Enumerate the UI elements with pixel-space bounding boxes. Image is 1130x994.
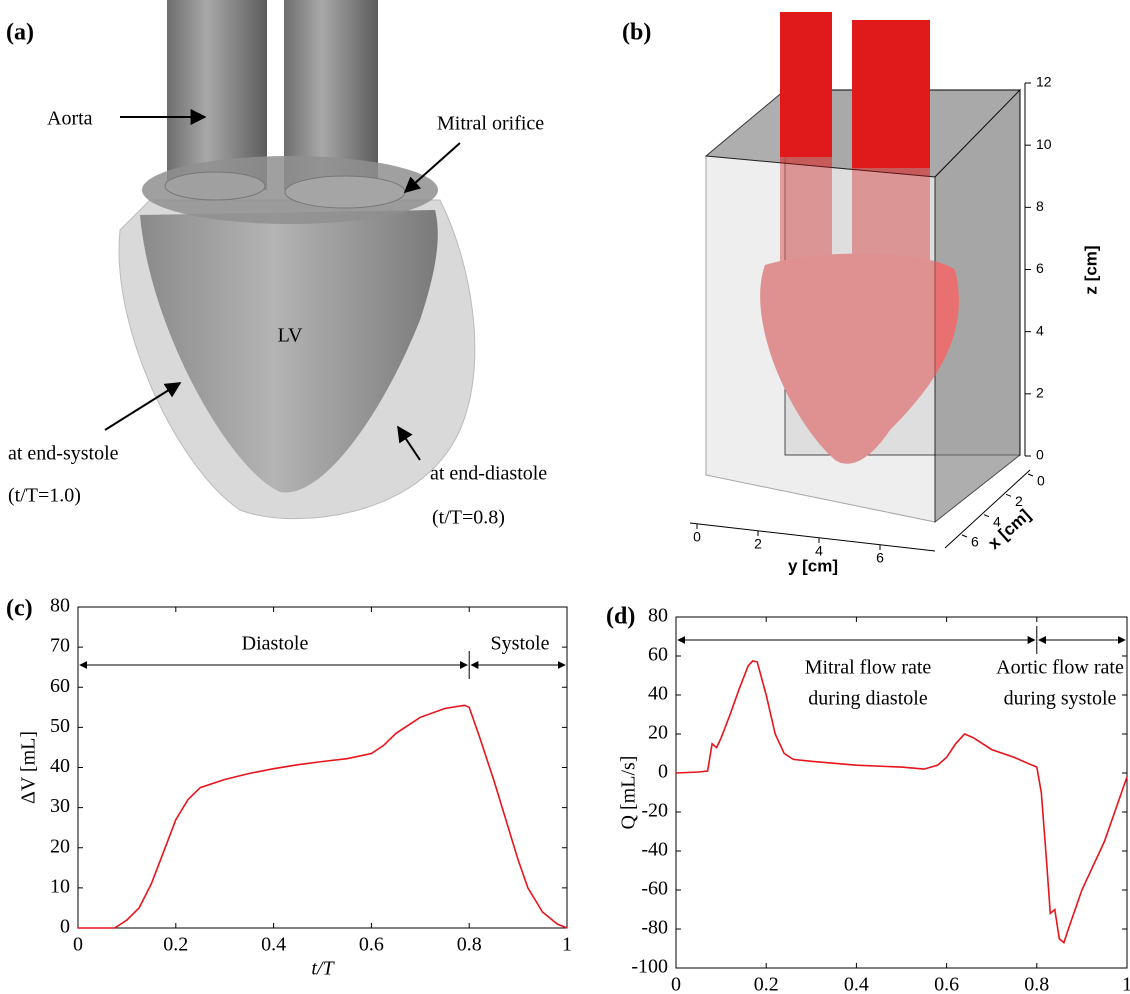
plot-frame <box>675 616 1128 969</box>
lv-model <box>760 253 959 464</box>
y-tick-label: 40 <box>648 683 668 705</box>
panel-label: (d) <box>606 604 635 630</box>
y-tick-label: 0 <box>60 916 70 938</box>
box-front <box>705 155 936 523</box>
z-tick-label: 12 <box>1036 74 1052 90</box>
y-tick-label: 40 <box>50 755 70 777</box>
x-tick-label: 0.2 <box>163 934 188 956</box>
panel-label: (b) <box>622 20 651 46</box>
y-tick-label: 4 <box>815 543 823 559</box>
annotation: (t/T=0.8) <box>432 507 505 529</box>
panel-a: (a) Aorta Mitral orifice LV at end-systo… <box>6 0 547 529</box>
data-line <box>675 660 1128 944</box>
panel-label: (c) <box>6 596 33 622</box>
y-tick-label: 0 <box>693 529 701 545</box>
line-charts: 0 0.2 0.4 0.6 0.8 101020304050607080(c)t/TΔV … <box>6 595 1130 994</box>
panel-label: (a) <box>6 20 34 46</box>
y-tick-label: 10 <box>50 875 70 897</box>
mitral-orifice <box>284 175 406 209</box>
arrow <box>403 142 461 194</box>
y-tick-label: -80 <box>641 917 668 939</box>
y-tick-label: 50 <box>50 715 70 737</box>
y-axis-label: Q [mL/s] <box>618 756 640 830</box>
data-line <box>78 704 568 929</box>
annotation: Systole <box>491 633 550 655</box>
y-tick-label: 70 <box>50 635 70 657</box>
y-tick-label: 60 <box>50 675 70 697</box>
annotation: Diastole <box>242 633 309 655</box>
z-tick-label: 4 <box>1036 322 1044 338</box>
y-tick-label: -100 <box>631 956 668 978</box>
y-tick-label: 80 <box>50 595 70 617</box>
y-axis-label: ΔV [mL] <box>18 731 40 804</box>
annotation: Aortic flow rate <box>996 657 1124 679</box>
annotation: during diastole <box>808 688 928 710</box>
z-tick-label: 10 <box>1036 136 1052 152</box>
x-axis-label: t/T <box>311 958 335 980</box>
x-tick-label: 0.6 <box>359 934 384 956</box>
annotation: LV <box>278 325 303 347</box>
box-side <box>934 88 1021 524</box>
lv-end-systole <box>140 210 438 493</box>
annotation: at end-diastole <box>430 463 547 485</box>
tube-mitral-top <box>852 20 930 168</box>
z-tick-label: 2 <box>1036 385 1044 401</box>
y-axis <box>689 522 936 552</box>
axis-label: x [cm] <box>984 505 1034 553</box>
arrow <box>104 382 182 431</box>
axis-label: z [cm] <box>1081 245 1100 294</box>
x-tick-label: 0.8 <box>1024 974 1049 994</box>
x-tick-label: 1 <box>562 934 572 956</box>
y-tick-label: 20 <box>50 835 70 857</box>
annotation: Aorta <box>47 108 93 130</box>
x-tick-label: 6 <box>971 534 979 550</box>
z-tick-label: 0 <box>1036 447 1044 463</box>
x-tick-label: 0.8 <box>457 934 482 956</box>
annotation: during systole <box>1004 688 1117 710</box>
x-axis <box>944 469 1031 549</box>
x-tick-label: 0.6 <box>934 974 959 994</box>
y-tick-label: -20 <box>641 800 668 822</box>
x-tick-label: 0.4 <box>844 974 869 994</box>
x-tick <box>1005 493 1012 497</box>
y-tick-label: 2 <box>754 536 762 552</box>
y-tick-label: 30 <box>50 795 70 817</box>
y-tick-label: -40 <box>641 839 668 861</box>
x-tick-label: 1 <box>1122 974 1130 994</box>
x-tick-label: 0 <box>1037 473 1045 489</box>
x-tick-label: 0.2 <box>754 974 779 994</box>
z-tick-label: 8 <box>1036 198 1044 214</box>
plot-frame <box>77 606 568 929</box>
tube-aorta-top <box>780 12 832 157</box>
y-tick-label: -60 <box>641 878 668 900</box>
x-tick <box>961 534 968 538</box>
y-tick-label: 80 <box>648 605 668 627</box>
x-tick-label: 0.4 <box>261 934 286 956</box>
y-tick-label: 60 <box>648 644 668 666</box>
annotation: Mitral orifice <box>437 113 544 135</box>
annotation: at end-systole <box>8 443 119 465</box>
y-tick-label: 6 <box>876 550 884 566</box>
annotation: (t/T=1.0) <box>8 485 81 507</box>
x-tick-label: 0 <box>73 934 83 956</box>
annotation: Mitral flow rate <box>805 657 932 679</box>
x-tick <box>1027 473 1034 477</box>
x-tick <box>983 514 990 518</box>
y-tick-label: 20 <box>648 722 668 744</box>
x-tick-label: 2 <box>1015 493 1023 509</box>
y-tick-label: 0 <box>658 761 668 783</box>
arrow <box>397 425 421 461</box>
x-tick-label: 4 <box>993 513 1001 529</box>
x-tick-label: 0 <box>671 974 681 994</box>
axis-label: y [cm] <box>788 556 838 575</box>
z-tick-label: 6 <box>1036 260 1044 276</box>
aortic-orifice <box>164 171 266 201</box>
